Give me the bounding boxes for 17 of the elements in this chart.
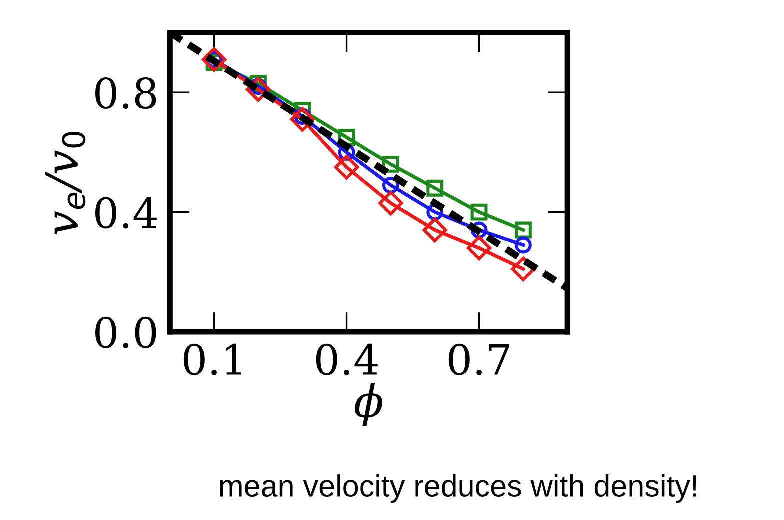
x-axis-title: ϕ xyxy=(354,383,382,426)
x-tick-label: 0.4 xyxy=(316,344,378,376)
point xyxy=(422,218,448,243)
x-tick-label: 0.1 xyxy=(184,344,242,376)
point xyxy=(514,236,532,254)
y-axis-title: v$_{e}$/v$_{0}$ xyxy=(46,132,86,234)
point xyxy=(466,236,492,261)
point xyxy=(202,47,227,72)
y-tick-label: 0.4 xyxy=(96,197,157,229)
point xyxy=(378,191,404,216)
text: mean velocity reduces with density! xyxy=(220,474,696,504)
point xyxy=(470,204,488,221)
point xyxy=(426,180,444,197)
y-tick-label: 0.0 xyxy=(96,316,156,348)
y-tick-label: 0.8 xyxy=(96,78,156,110)
point xyxy=(334,155,360,180)
x-tick-label: 0.7 xyxy=(448,344,510,376)
